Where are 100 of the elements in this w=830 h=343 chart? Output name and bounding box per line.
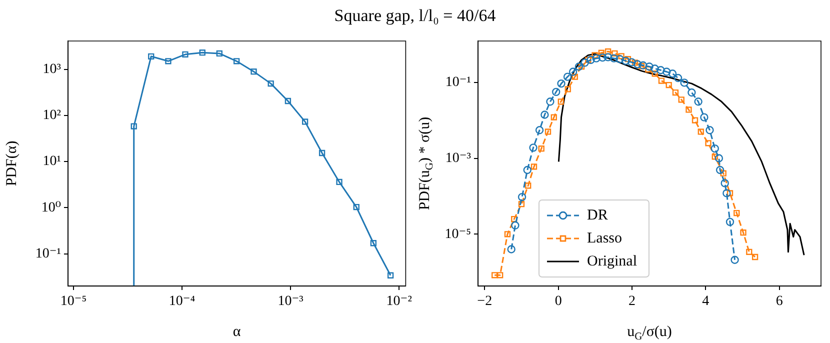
x-tick-label: 4: [702, 294, 710, 310]
point: [564, 86, 571, 92]
point: [504, 231, 511, 238]
point: [698, 128, 704, 135]
point: [233, 58, 240, 64]
point: [523, 166, 532, 174]
point: [552, 88, 560, 96]
point: [250, 68, 257, 75]
point: [574, 62, 584, 71]
y-axis-title: PDF(α): [4, 140, 20, 186]
point: [734, 210, 740, 216]
point: [706, 126, 714, 134]
point: [535, 126, 544, 134]
point: [610, 54, 618, 62]
point: [580, 58, 589, 67]
point: [492, 272, 498, 278]
point: [592, 54, 600, 62]
point: [716, 166, 724, 174]
point: [558, 98, 564, 105]
y-tick-label: 10⁻¹: [445, 75, 471, 90]
point: [662, 68, 671, 76]
x-tick-label: 2: [628, 294, 636, 310]
point: [730, 256, 739, 264]
y-tick-label: 10⁻¹: [35, 246, 61, 262]
point: [592, 52, 598, 58]
point: [720, 179, 729, 188]
point: [674, 74, 682, 82]
point: [700, 113, 708, 122]
point: [650, 64, 659, 73]
point: [692, 117, 698, 124]
point: [672, 89, 679, 96]
legend-label: DR: [587, 207, 608, 224]
point: [507, 245, 516, 254]
y-tick-label: 10³: [42, 62, 61, 77]
point: [586, 56, 595, 64]
point: [622, 56, 630, 65]
x-tick-label: 10⁻²: [386, 294, 412, 310]
point: [668, 70, 677, 78]
point: [182, 51, 188, 58]
point: [628, 58, 636, 66]
point: [199, 50, 206, 56]
point: [511, 216, 518, 222]
point: [712, 154, 718, 160]
point: [633, 60, 642, 68]
point: [720, 170, 726, 176]
point: [680, 78, 688, 87]
x-tick-label: 0: [554, 294, 562, 310]
point: [557, 79, 566, 88]
point: [746, 248, 752, 255]
point: [705, 140, 712, 146]
point: [722, 189, 731, 198]
point: [336, 178, 342, 186]
point: [726, 218, 734, 226]
x-tick-label: 10⁻⁵: [60, 294, 87, 310]
point: [666, 82, 672, 88]
y-tick-label: 10⁻³: [445, 150, 471, 166]
point: [518, 201, 525, 208]
point: [318, 150, 326, 156]
point: [302, 118, 308, 125]
point: [511, 221, 520, 230]
point: [529, 144, 538, 152]
x-tick-label: −2: [477, 294, 492, 310]
point: [370, 240, 377, 246]
point: [284, 98, 292, 104]
point: [645, 62, 654, 71]
y-tick-label: 10²: [42, 108, 61, 124]
point: [165, 58, 172, 64]
point: [130, 123, 137, 130]
y-tick-label: 10⁰: [41, 200, 62, 216]
point: [544, 128, 552, 135]
point: [540, 110, 549, 119]
point: [726, 190, 734, 196]
point: [740, 230, 746, 236]
point: [638, 62, 645, 70]
legend-label: Original: [587, 253, 637, 270]
point: [714, 154, 724, 162]
point: [638, 61, 648, 70]
point: [572, 74, 578, 80]
point: [387, 272, 394, 278]
point: [604, 53, 612, 62]
point: [598, 50, 604, 56]
point: [686, 106, 692, 113]
x-tick-label: 10⁻⁴: [168, 294, 196, 310]
point: [518, 192, 526, 202]
point: [530, 164, 538, 170]
legend-label: Lasso: [587, 230, 622, 246]
point: [216, 50, 222, 57]
point: [538, 145, 544, 152]
point: [546, 98, 554, 106]
point: [550, 114, 557, 120]
y-tick-label: 10¹: [42, 154, 61, 170]
y-tick-label: 10⁻⁵: [444, 226, 472, 242]
point: [632, 60, 638, 66]
point: [656, 66, 665, 74]
point: [710, 144, 719, 153]
point: [353, 204, 360, 210]
point: [598, 53, 607, 62]
point: [568, 68, 578, 76]
point: [624, 56, 632, 62]
point: [652, 70, 658, 77]
